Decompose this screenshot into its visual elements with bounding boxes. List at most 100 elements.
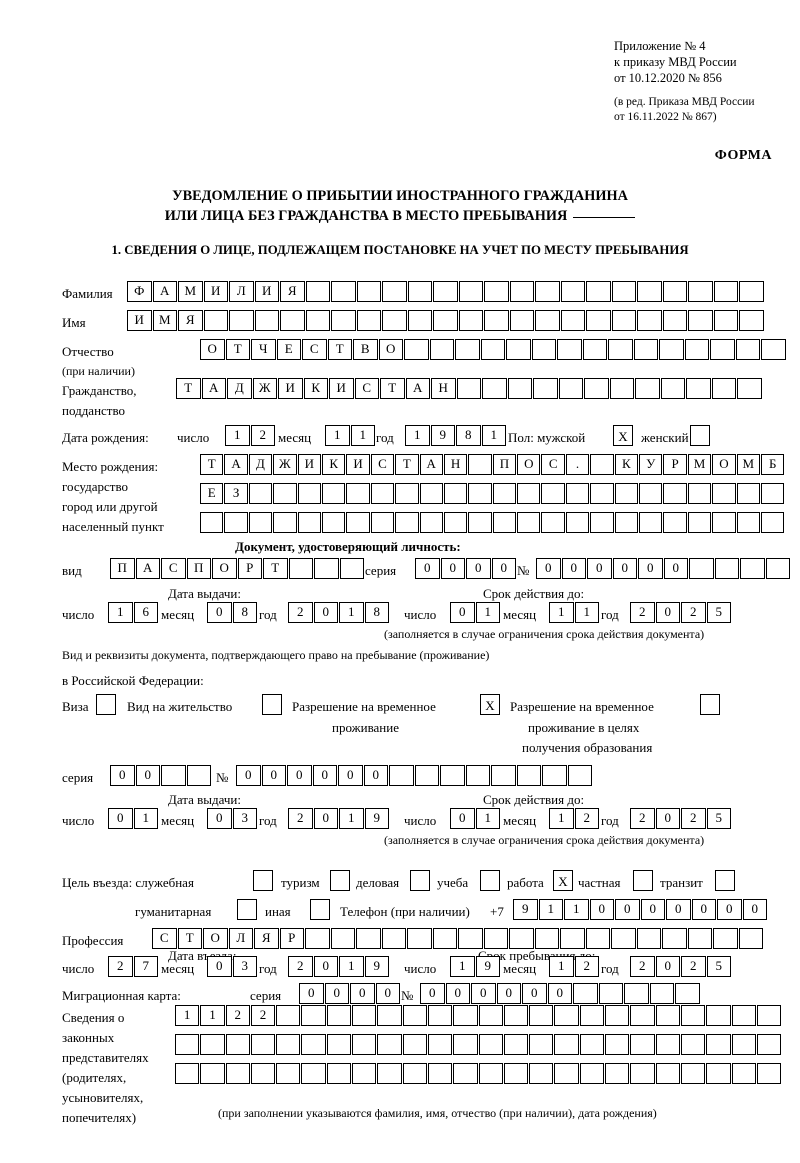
char-cell[interactable]: 0 bbox=[312, 765, 337, 786]
purpose-work-checkbox[interactable]: X bbox=[553, 870, 573, 891]
char-cell[interactable] bbox=[276, 1034, 301, 1055]
char-cell[interactable] bbox=[590, 512, 614, 533]
char-cell[interactable] bbox=[655, 1063, 680, 1084]
char-cell[interactable] bbox=[506, 339, 531, 360]
char-cell[interactable] bbox=[492, 483, 517, 504]
char-cell[interactable] bbox=[250, 1063, 276, 1084]
char-cell[interactable] bbox=[305, 928, 330, 949]
char-cell[interactable] bbox=[565, 512, 590, 533]
char-cell[interactable]: А bbox=[152, 281, 177, 302]
char-cell[interactable]: П bbox=[186, 558, 211, 579]
char-cell[interactable]: 0 bbox=[313, 808, 338, 829]
char-cell[interactable]: М bbox=[178, 281, 203, 302]
char-cell[interactable] bbox=[480, 339, 505, 360]
char-cell[interactable]: 0 bbox=[587, 558, 612, 579]
char-cell[interactable] bbox=[248, 483, 273, 504]
char-cell[interactable] bbox=[339, 558, 364, 579]
char-cell[interactable] bbox=[288, 558, 313, 579]
char-cell[interactable] bbox=[443, 483, 468, 504]
char-cell[interactable]: 1 bbox=[339, 602, 364, 623]
char-cell[interactable]: О bbox=[212, 558, 237, 579]
char-cell[interactable] bbox=[557, 339, 582, 360]
char-cell[interactable] bbox=[554, 1063, 579, 1084]
char-cell[interactable] bbox=[429, 339, 454, 360]
char-cell[interactable] bbox=[663, 512, 687, 533]
char-cell[interactable]: И bbox=[278, 378, 303, 399]
char-cell[interactable] bbox=[579, 1034, 605, 1055]
char-cell[interactable] bbox=[639, 483, 663, 504]
char-cell[interactable] bbox=[273, 512, 297, 533]
char-cell[interactable]: 0 bbox=[536, 558, 561, 579]
char-cell[interactable]: А bbox=[405, 378, 430, 399]
char-cell[interactable] bbox=[407, 281, 432, 302]
char-cell[interactable] bbox=[739, 281, 764, 302]
char-cell[interactable] bbox=[662, 310, 687, 331]
char-cell[interactable]: 1 bbox=[538, 899, 563, 920]
char-cell[interactable] bbox=[175, 1034, 200, 1055]
char-cell[interactable]: 0 bbox=[324, 983, 349, 1004]
char-cell[interactable] bbox=[534, 928, 559, 949]
char-cell[interactable]: 8 bbox=[456, 425, 481, 446]
char-cell[interactable]: 0 bbox=[207, 956, 232, 977]
char-cell[interactable]: 2 bbox=[681, 808, 706, 829]
char-cell[interactable] bbox=[706, 1034, 731, 1055]
char-cell[interactable]: 0 bbox=[440, 558, 465, 579]
char-cell[interactable] bbox=[427, 1005, 453, 1026]
char-cell[interactable] bbox=[407, 310, 432, 331]
purpose-study-checkbox[interactable] bbox=[480, 870, 500, 891]
char-cell[interactable] bbox=[427, 1063, 453, 1084]
char-cell[interactable]: Ч bbox=[251, 339, 276, 360]
purpose-private-checkbox[interactable] bbox=[633, 870, 653, 891]
char-cell[interactable]: Б bbox=[760, 454, 785, 475]
char-cell[interactable] bbox=[326, 1005, 352, 1026]
char-cell[interactable] bbox=[443, 512, 468, 533]
char-cell[interactable]: 2 bbox=[574, 808, 599, 829]
char-cell[interactable] bbox=[478, 1005, 503, 1026]
char-cell[interactable]: 0 bbox=[655, 602, 680, 623]
char-cell[interactable] bbox=[579, 1005, 605, 1026]
char-cell[interactable]: И bbox=[127, 310, 152, 331]
char-cell[interactable] bbox=[649, 983, 674, 1004]
char-cell[interactable] bbox=[680, 1005, 706, 1026]
char-cell[interactable]: 0 bbox=[450, 808, 475, 829]
char-cell[interactable] bbox=[276, 1063, 301, 1084]
char-cell[interactable] bbox=[389, 765, 414, 786]
char-cell[interactable] bbox=[503, 1005, 529, 1026]
char-cell[interactable] bbox=[305, 281, 330, 302]
char-cell[interactable]: К bbox=[321, 454, 346, 475]
char-cell[interactable] bbox=[608, 339, 633, 360]
char-cell[interactable]: 1 bbox=[133, 808, 158, 829]
char-cell[interactable] bbox=[586, 310, 611, 331]
char-cell[interactable] bbox=[248, 512, 273, 533]
char-cell[interactable]: 0 bbox=[110, 765, 135, 786]
char-cell[interactable] bbox=[326, 1063, 352, 1084]
char-cell[interactable]: Н bbox=[431, 378, 456, 399]
char-cell[interactable] bbox=[321, 483, 346, 504]
char-cell[interactable] bbox=[633, 339, 658, 360]
char-cell[interactable] bbox=[712, 483, 736, 504]
char-cell[interactable]: 1 bbox=[564, 899, 589, 920]
char-cell[interactable] bbox=[331, 281, 356, 302]
char-cell[interactable] bbox=[484, 310, 509, 331]
char-cell[interactable]: 0 bbox=[287, 765, 312, 786]
char-cell[interactable] bbox=[738, 928, 763, 949]
char-cell[interactable] bbox=[736, 483, 760, 504]
char-cell[interactable] bbox=[414, 765, 439, 786]
char-cell[interactable]: Я bbox=[280, 281, 305, 302]
char-cell[interactable]: 1 bbox=[481, 425, 506, 446]
char-cell[interactable] bbox=[611, 928, 636, 949]
birth-place-input-line-3[interactable] bbox=[200, 512, 785, 533]
char-cell[interactable] bbox=[305, 310, 330, 331]
char-cell[interactable] bbox=[382, 310, 407, 331]
